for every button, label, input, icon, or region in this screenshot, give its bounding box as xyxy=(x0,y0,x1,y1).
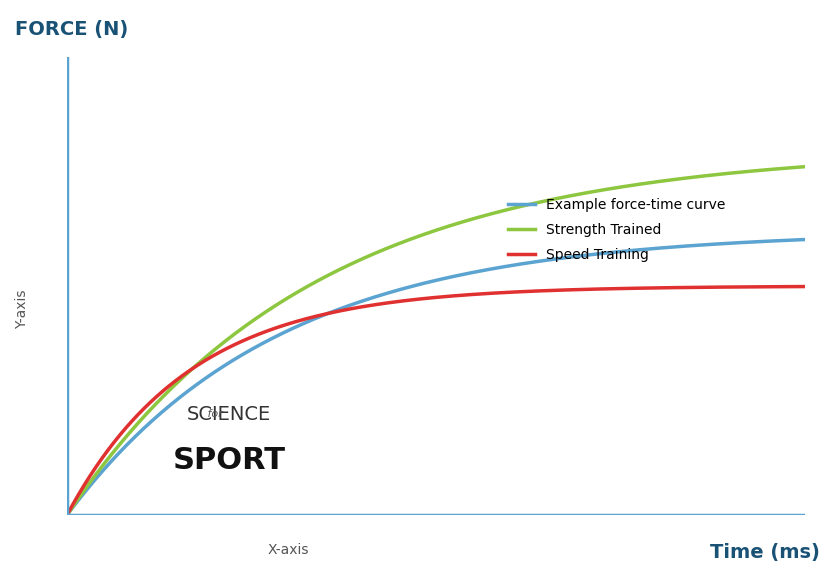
Line: Speed Training: Speed Training xyxy=(67,286,805,515)
Text: FORCE (N): FORCE (N) xyxy=(15,20,128,39)
Legend: Example force-time curve, Strength Trained, Speed Training: Example force-time curve, Strength Train… xyxy=(502,192,732,267)
Example force-time curve xyxy=(667,244,677,251)
Strength Trained xyxy=(501,207,511,214)
Speed Training xyxy=(461,292,472,299)
Speed Training xyxy=(800,283,810,290)
Speed Training xyxy=(501,289,511,296)
Strength Trained xyxy=(800,163,810,170)
Example force-time curve xyxy=(800,236,810,243)
Strength Trained xyxy=(667,176,677,183)
Example force-time curve xyxy=(501,263,511,270)
Strength Trained xyxy=(62,512,72,519)
Example force-time curve xyxy=(62,512,72,519)
Strength Trained xyxy=(461,217,472,224)
Text: for: for xyxy=(176,409,223,420)
Speed Training xyxy=(783,283,793,290)
Text: X-axis: X-axis xyxy=(268,543,309,557)
Line: Strength Trained: Strength Trained xyxy=(67,166,805,515)
Example force-time curve xyxy=(461,270,472,277)
Speed Training xyxy=(413,296,423,303)
Text: Y-axis: Y-axis xyxy=(16,289,29,329)
Strength Trained xyxy=(413,233,423,240)
Example force-time curve xyxy=(783,237,793,244)
Strength Trained xyxy=(417,232,427,239)
Speed Training xyxy=(62,512,72,519)
Example force-time curve xyxy=(417,281,427,288)
Line: Example force-time curve: Example force-time curve xyxy=(67,240,805,515)
Strength Trained xyxy=(783,165,793,172)
Text: Time (ms): Time (ms) xyxy=(710,543,820,562)
Speed Training xyxy=(417,295,427,302)
Speed Training xyxy=(667,284,677,291)
Example force-time curve xyxy=(413,281,423,288)
Text: SPORT: SPORT xyxy=(173,446,286,475)
Text: SCIENCE: SCIENCE xyxy=(187,405,271,424)
